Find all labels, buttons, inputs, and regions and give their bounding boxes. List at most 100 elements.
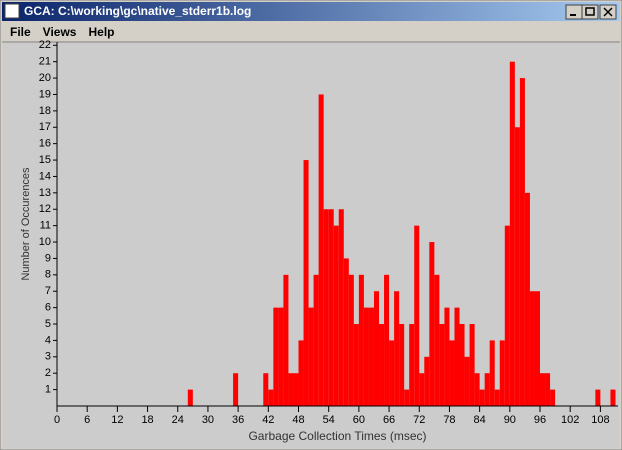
x-tick-label: 18 — [141, 414, 153, 426]
menu-item[interactable]: Help — [88, 25, 114, 39]
y-tick-label: 19 — [39, 88, 51, 100]
bar — [595, 389, 601, 406]
bar — [454, 307, 460, 406]
bar — [353, 324, 359, 406]
maximize-button[interactable] — [581, 4, 599, 20]
window-buttons[interactable] — [565, 4, 617, 20]
y-tick-label: 7 — [45, 285, 51, 297]
bar — [489, 340, 495, 406]
bar — [469, 324, 475, 406]
y-tick-label: 12 — [39, 203, 51, 215]
bar — [474, 373, 480, 406]
bar — [484, 373, 490, 406]
x-tick-label: 42 — [262, 414, 274, 426]
bar — [323, 209, 329, 406]
app-icon — [4, 3, 20, 19]
bar — [424, 356, 430, 406]
bar — [263, 373, 269, 406]
x-axis-title: Garbage Collection Times (msec) — [248, 429, 426, 443]
bar — [439, 324, 445, 406]
bar — [268, 389, 274, 406]
y-tick-label: 4 — [45, 334, 51, 346]
bar — [479, 389, 485, 406]
y-tick-label: 5 — [45, 318, 51, 330]
y-tick-label: 9 — [45, 252, 51, 264]
bar — [419, 373, 425, 406]
x-tick-label: 78 — [443, 414, 455, 426]
x-tick-label: 66 — [383, 414, 395, 426]
x-tick-label: 96 — [534, 414, 546, 426]
bar — [233, 373, 239, 406]
bar — [514, 127, 520, 406]
bar — [373, 291, 380, 406]
y-tick-label: 22 — [39, 39, 51, 51]
x-tick-label: 12 — [111, 414, 123, 426]
bar — [384, 274, 390, 406]
bar — [524, 192, 530, 406]
x-tick-label: 24 — [172, 414, 184, 426]
bar — [288, 373, 294, 406]
y-tick-label: 11 — [40, 220, 51, 232]
x-tick-label: 6 — [84, 414, 90, 426]
bar — [303, 160, 309, 406]
bar — [348, 274, 354, 406]
bar — [379, 324, 385, 406]
bar — [358, 274, 364, 406]
y-axis-title: Number of Occurences — [20, 167, 32, 281]
bar — [459, 324, 465, 406]
bar — [328, 209, 334, 406]
bar — [283, 274, 289, 406]
bar — [343, 258, 349, 406]
y-tick-label: 15 — [39, 154, 51, 166]
menu-item[interactable]: Views — [43, 25, 77, 39]
y-tick-label: 16 — [39, 138, 51, 150]
y-tick-label: 21 — [39, 56, 51, 68]
bar — [308, 307, 314, 406]
window-title: GCA: C:\working\gc\native_stderr1b.log — [24, 4, 251, 18]
y-tick-label: 17 — [39, 121, 51, 133]
bar — [273, 307, 279, 406]
bar — [394, 291, 400, 406]
bar — [399, 324, 405, 406]
bar — [313, 274, 319, 406]
x-tick-label: 36 — [232, 414, 244, 426]
bar — [434, 274, 440, 406]
y-tick-label: 1 — [45, 384, 51, 396]
bar — [610, 389, 616, 406]
bar — [429, 242, 435, 406]
bar — [499, 340, 505, 406]
x-tick-label: 48 — [292, 414, 304, 426]
y-tick-label: 18 — [39, 105, 51, 117]
bar — [187, 389, 193, 406]
maximize-glyph — [585, 7, 595, 16]
minimize-button[interactable] — [565, 4, 583, 20]
x-tick-label: 60 — [353, 414, 365, 426]
bar — [545, 373, 551, 406]
bar — [509, 61, 515, 407]
bar — [519, 78, 525, 406]
bar — [449, 340, 455, 406]
bar — [298, 340, 304, 406]
y-tick-label: 10 — [39, 236, 51, 248]
bar — [278, 307, 284, 406]
bar — [414, 225, 420, 406]
x-tick-label: 72 — [413, 414, 425, 426]
x-tick-label: 90 — [504, 414, 516, 426]
title-bar — [2, 2, 620, 21]
bar — [404, 389, 410, 406]
menu-item[interactable]: File — [10, 25, 31, 39]
bar — [529, 291, 535, 406]
y-tick-label: 3 — [45, 351, 51, 363]
bar — [504, 225, 510, 406]
y-tick-label: 6 — [45, 302, 51, 314]
bar — [464, 356, 470, 406]
y-tick-label: 13 — [39, 187, 51, 199]
bar — [333, 225, 339, 406]
bar — [363, 307, 369, 406]
bar — [293, 373, 299, 406]
bar — [534, 291, 541, 406]
bar — [540, 373, 546, 406]
